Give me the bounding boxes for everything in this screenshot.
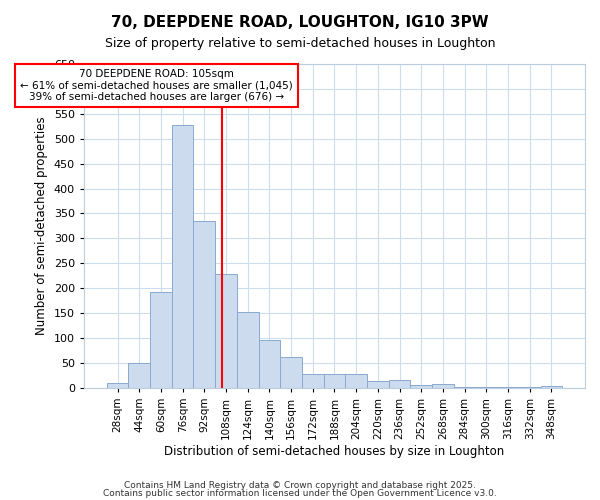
Y-axis label: Number of semi-detached properties: Number of semi-detached properties xyxy=(35,116,48,335)
Bar xyxy=(172,126,193,388)
Text: Contains public sector information licensed under the Open Government Licence v3: Contains public sector information licen… xyxy=(103,489,497,498)
Text: 70 DEEPDENE ROAD: 105sqm
← 61% of semi-detached houses are smaller (1,045)
39% o: 70 DEEPDENE ROAD: 105sqm ← 61% of semi-d… xyxy=(20,69,293,102)
Bar xyxy=(259,340,280,388)
Bar xyxy=(497,387,519,388)
Bar xyxy=(280,357,302,388)
Bar xyxy=(389,380,410,388)
Bar xyxy=(432,384,454,388)
Bar xyxy=(215,274,237,388)
Bar xyxy=(107,383,128,388)
Bar xyxy=(302,374,323,388)
Bar xyxy=(150,292,172,388)
Bar xyxy=(410,386,432,388)
Bar xyxy=(128,363,150,388)
Bar xyxy=(193,221,215,388)
Bar xyxy=(519,387,541,388)
Bar xyxy=(475,387,497,388)
X-axis label: Distribution of semi-detached houses by size in Loughton: Distribution of semi-detached houses by … xyxy=(164,444,505,458)
Text: Contains HM Land Registry data © Crown copyright and database right 2025.: Contains HM Land Registry data © Crown c… xyxy=(124,480,476,490)
Bar xyxy=(367,382,389,388)
Bar xyxy=(323,374,346,388)
Bar xyxy=(541,386,562,388)
Bar xyxy=(454,387,475,388)
Text: Size of property relative to semi-detached houses in Loughton: Size of property relative to semi-detach… xyxy=(105,38,495,51)
Text: 70, DEEPDENE ROAD, LOUGHTON, IG10 3PW: 70, DEEPDENE ROAD, LOUGHTON, IG10 3PW xyxy=(111,15,489,30)
Bar xyxy=(346,374,367,388)
Bar xyxy=(237,312,259,388)
